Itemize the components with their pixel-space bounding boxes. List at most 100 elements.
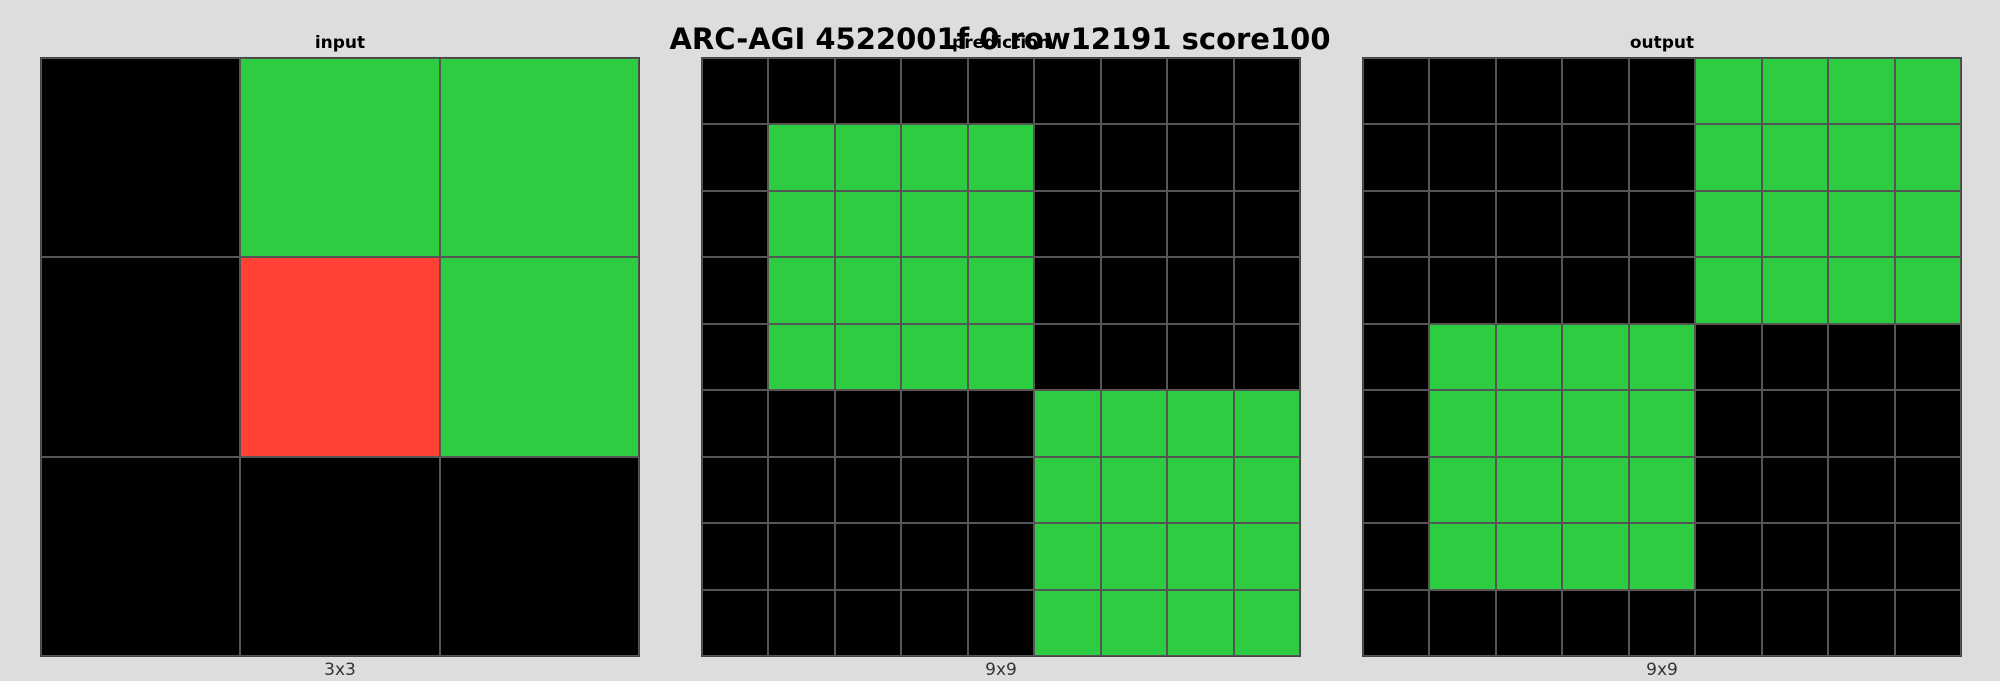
grid-cell xyxy=(1695,456,1762,524)
grid-cell xyxy=(1894,124,1961,191)
grid-cell xyxy=(1495,124,1563,191)
grid-cell xyxy=(1167,323,1234,391)
grid-cell xyxy=(1628,257,1696,324)
grid-cell xyxy=(1562,323,1629,391)
grid-cell xyxy=(1894,58,1961,125)
grid-cell xyxy=(1562,190,1629,258)
grid-cell xyxy=(768,523,835,590)
grid-cell xyxy=(1562,589,1629,656)
output-panel: output 9x9 xyxy=(1362,0,1962,680)
grid-cell xyxy=(1628,190,1696,258)
grid-cell xyxy=(1100,124,1168,191)
grid-cell xyxy=(1363,58,1430,125)
grid-cell xyxy=(1761,390,1829,457)
grid-cell xyxy=(1628,589,1696,656)
grid-cell xyxy=(1894,456,1961,524)
grid-cell xyxy=(1761,589,1829,656)
grid-cell xyxy=(1695,257,1762,324)
grid-cell xyxy=(1828,124,1895,191)
grid-cell xyxy=(1828,589,1895,656)
grid-cell xyxy=(768,456,835,524)
grid-cell xyxy=(768,124,835,191)
grid-cell xyxy=(967,124,1035,191)
grid-cell xyxy=(1100,323,1168,391)
grid-cell xyxy=(1363,190,1430,258)
grid-cell xyxy=(1761,58,1829,125)
grid-cell xyxy=(1828,323,1895,391)
grid-cell xyxy=(1628,390,1696,457)
grid-cell xyxy=(1034,257,1101,324)
grid-cell xyxy=(702,323,769,391)
grid-cell xyxy=(901,390,968,457)
grid-cell xyxy=(1100,58,1168,125)
grid-cell xyxy=(1761,523,1829,590)
grid-cell xyxy=(1100,456,1168,524)
grid-cell xyxy=(1233,390,1300,457)
grid-cell xyxy=(1034,124,1101,191)
grid-cell xyxy=(1034,456,1101,524)
grid-cell xyxy=(1761,190,1829,258)
grid-cell xyxy=(1429,323,1496,391)
grid-cell xyxy=(1167,589,1234,656)
grid-cell xyxy=(439,257,639,457)
input-label: input xyxy=(314,33,366,53)
grid-cell xyxy=(1761,124,1829,191)
grid-cell xyxy=(439,456,639,656)
grid-cell xyxy=(834,124,902,191)
grid-cell xyxy=(1695,58,1762,125)
grid-cell xyxy=(1233,456,1300,524)
output-size-label: 9x9 xyxy=(1646,660,1678,680)
grid-cell xyxy=(1562,523,1629,590)
grid-cell xyxy=(1628,456,1696,524)
grid-cell xyxy=(1429,589,1496,656)
prediction-grid xyxy=(701,57,1301,657)
grid-cell xyxy=(768,190,835,258)
grid-cell xyxy=(768,323,835,391)
grid-cell xyxy=(967,58,1035,125)
grid-cell xyxy=(1894,523,1961,590)
grid-cell xyxy=(1429,58,1496,125)
grid-cell xyxy=(1894,589,1961,656)
grid-cell xyxy=(967,190,1035,258)
grid-cell xyxy=(1495,390,1563,457)
grid-cell xyxy=(1761,323,1829,391)
grid-cell xyxy=(1233,523,1300,590)
grid-cell xyxy=(834,58,902,125)
grid-cell xyxy=(834,190,902,258)
grid-cell xyxy=(1167,390,1234,457)
grid-cell xyxy=(901,589,968,656)
grid-cell xyxy=(1429,523,1496,590)
grid-cell xyxy=(1100,523,1168,590)
grid-cell xyxy=(1628,124,1696,191)
grid-cell xyxy=(1495,323,1563,391)
output-label: output xyxy=(1629,33,1695,53)
grid-cell xyxy=(1363,323,1430,391)
grid-cell xyxy=(702,124,769,191)
grid-cell xyxy=(768,390,835,457)
grid-cell xyxy=(1233,190,1300,258)
grid-cell xyxy=(1363,589,1430,656)
grid-cell xyxy=(1429,124,1496,191)
grid-cell xyxy=(768,58,835,125)
grid-cell xyxy=(1695,523,1762,590)
grid-cell xyxy=(702,523,769,590)
grid-cell xyxy=(702,58,769,125)
grid-cell xyxy=(1495,257,1563,324)
grid-cell xyxy=(1363,124,1430,191)
grid-cell xyxy=(1495,190,1563,258)
grid-cell xyxy=(1034,323,1101,391)
grid-cell xyxy=(1628,58,1696,125)
grid-cell xyxy=(1167,190,1234,258)
grid-cell xyxy=(41,257,241,457)
grid-cell xyxy=(1562,124,1629,191)
grid-cell xyxy=(1894,190,1961,258)
grid-cell xyxy=(1761,257,1829,324)
grid-cell xyxy=(901,58,968,125)
page-title: ARC-AGI 4522001f 0 row12191 score100 xyxy=(669,22,1331,56)
grid-cell xyxy=(1495,589,1563,656)
grid-cell xyxy=(901,124,968,191)
grid-cell xyxy=(1363,456,1430,524)
grid-cell xyxy=(1233,323,1300,391)
grid-cell xyxy=(1828,456,1895,524)
grid-cell xyxy=(702,390,769,457)
